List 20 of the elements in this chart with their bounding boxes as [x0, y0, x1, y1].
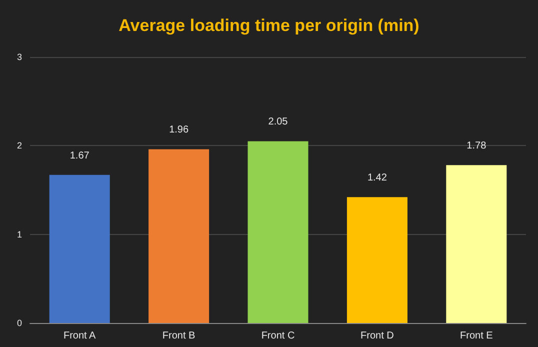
bar: [446, 165, 507, 323]
y-tick-label: 0: [16, 318, 22, 328]
x-tick-label: Front A: [63, 330, 96, 342]
data-label: 1.96: [169, 124, 189, 136]
data-label: 2.05: [268, 116, 288, 128]
x-tick-label: Front E: [460, 330, 494, 342]
y-tick-label: 1: [16, 229, 22, 240]
x-tick-label: Front B: [162, 330, 196, 342]
y-tick-label: 2: [16, 140, 22, 151]
bar: [148, 149, 210, 323]
chart-title: Average loading time per origin (min): [118, 16, 420, 35]
bar: [346, 197, 408, 323]
data-label: 1.78: [466, 140, 487, 152]
x-tick-label: Front C: [261, 330, 295, 342]
x-tick-label: Front D: [360, 330, 394, 342]
data-label: 1.42: [367, 172, 388, 184]
y-tick-label: 3: [16, 52, 22, 62]
bar: [248, 141, 308, 323]
bar: [49, 174, 110, 323]
data-label: 1.67: [70, 150, 90, 162]
